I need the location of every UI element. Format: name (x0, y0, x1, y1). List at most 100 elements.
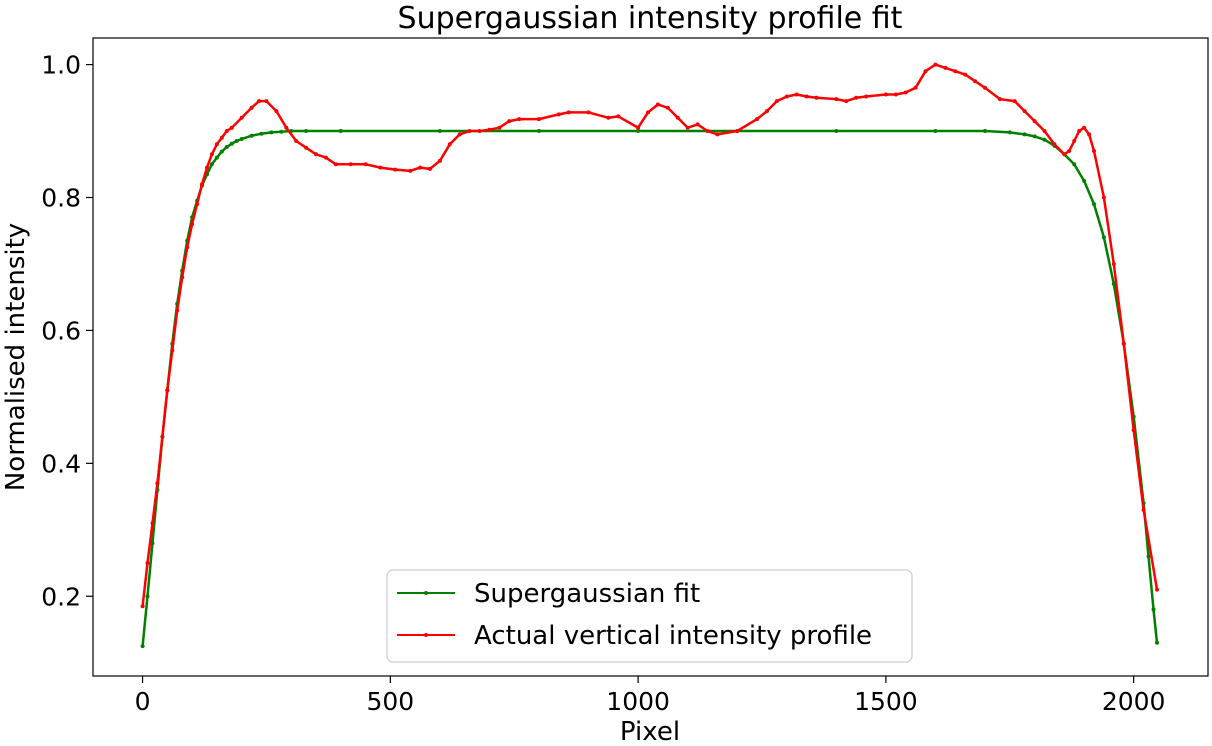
data-point (923, 69, 928, 74)
legend-label-supergaussian-fit: Supergaussian fit (474, 579, 700, 609)
data-point (1042, 129, 1047, 133)
data-point (606, 115, 611, 120)
data-point (883, 92, 888, 97)
data-point (333, 162, 338, 167)
data-point (834, 97, 839, 102)
data-point (1042, 137, 1047, 142)
data-point (145, 561, 150, 565)
data-point (418, 165, 423, 170)
data-point (566, 110, 571, 115)
data-point (983, 129, 987, 133)
data-point (304, 145, 309, 150)
data-point (537, 129, 541, 133)
data-point (556, 112, 561, 117)
data-point (457, 132, 462, 137)
data-point (323, 155, 328, 160)
data-point (170, 348, 175, 353)
data-point (636, 129, 641, 133)
data-point (537, 117, 541, 122)
data-point (284, 125, 289, 130)
data-point (1087, 132, 1092, 137)
data-point (834, 129, 839, 133)
data-point (1121, 341, 1126, 346)
data-point (279, 129, 284, 134)
data-point (1092, 202, 1096, 207)
data-point (274, 109, 279, 114)
data-point (437, 129, 442, 133)
data-point (363, 162, 368, 167)
data-point (200, 182, 204, 187)
data-point (913, 85, 918, 90)
data-point (765, 109, 769, 114)
data-point (774, 99, 779, 104)
data-point (675, 115, 680, 120)
data-point (1101, 195, 1106, 200)
chart-title: Supergaussian intensity profile fit (398, 1, 903, 36)
data-point (195, 202, 200, 207)
data-point (249, 133, 254, 138)
data-point (497, 125, 502, 130)
series-layer (140, 62, 1159, 649)
data-point (269, 130, 274, 135)
data-point (190, 222, 195, 227)
y-axis-label: Normalised intensity (1, 223, 31, 491)
legend: Supergaussian fit Actual vertical intens… (386, 569, 913, 663)
data-point (338, 129, 343, 133)
data-point (646, 110, 650, 115)
data-point (408, 168, 413, 173)
data-point (1072, 139, 1077, 143)
data-point (477, 129, 482, 133)
legend-box (386, 569, 913, 663)
data-point (1155, 640, 1159, 645)
data-point (150, 521, 155, 526)
data-point (665, 105, 670, 110)
data-point (1146, 554, 1151, 559)
data-point (150, 541, 155, 546)
x-axis-label: Pixel (620, 717, 680, 746)
data-point (983, 85, 987, 90)
data-point (903, 90, 908, 95)
data-point (963, 72, 968, 77)
data-point (437, 158, 442, 163)
data-point (185, 245, 190, 250)
data-point (844, 99, 849, 104)
data-point (239, 115, 244, 120)
data-point (933, 62, 938, 67)
legend-label-actual-profile: Actual vertical intensity profile (474, 621, 872, 651)
data-point (155, 481, 160, 486)
data-point (616, 114, 621, 119)
x-tick-label: 2000 (1102, 687, 1166, 716)
data-point (165, 388, 170, 393)
data-point (1007, 130, 1012, 135)
data-point (804, 94, 809, 99)
data-point (219, 149, 224, 154)
data-point (229, 141, 234, 146)
series-actual-profile (140, 62, 1159, 609)
data-point (705, 129, 710, 133)
data-point (1111, 262, 1116, 266)
data-point (1022, 109, 1027, 114)
data-point (180, 275, 185, 280)
y-tick-label: 0.8 (41, 184, 81, 213)
data-point (145, 594, 150, 599)
data-point (755, 117, 759, 122)
x-tick-label: 1000 (606, 687, 670, 716)
data-point (348, 162, 353, 167)
data-point (1032, 134, 1037, 139)
data-point (205, 165, 209, 170)
data-point (214, 155, 219, 160)
data-point (1082, 178, 1087, 183)
data-point (264, 99, 269, 104)
data-point (467, 129, 472, 133)
plot-area-frame (92, 37, 1209, 677)
x-tick-label: 500 (366, 687, 414, 716)
data-point (209, 162, 214, 167)
data-point (973, 79, 978, 84)
data-point (854, 95, 859, 100)
y-tick-label: 1.0 (41, 51, 81, 80)
data-point (304, 129, 309, 133)
data-point (140, 644, 145, 649)
data-point (1012, 99, 1017, 104)
data-point (735, 129, 740, 133)
data-point (933, 129, 938, 133)
